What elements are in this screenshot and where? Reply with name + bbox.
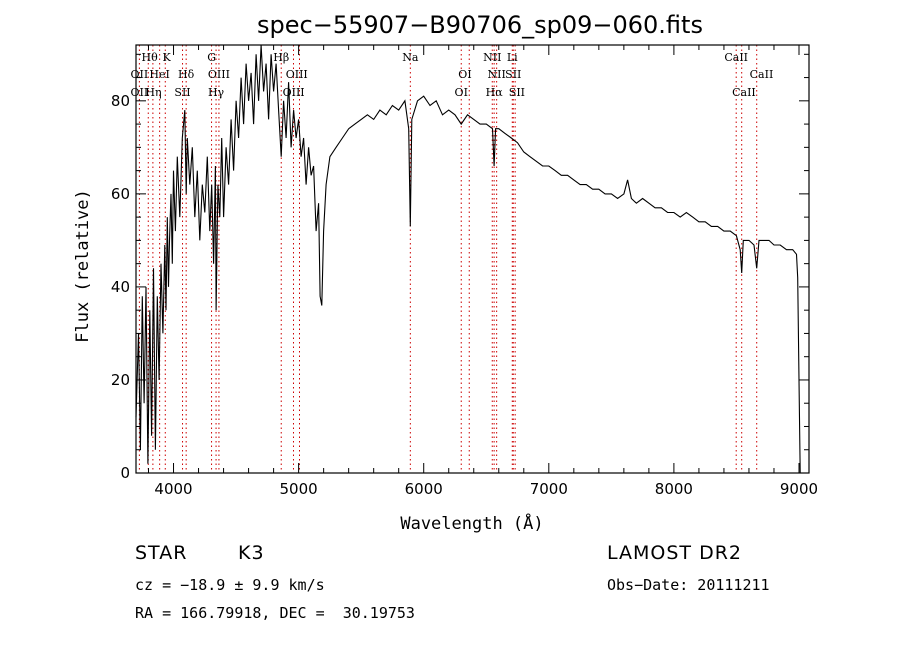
axis-ticks	[136, 45, 809, 474]
line-label: OIII	[283, 86, 305, 99]
line-label: Hη	[145, 86, 161, 99]
line-label: CaII	[732, 86, 756, 99]
line-label: Hβ	[273, 51, 289, 64]
line-label: K	[163, 51, 172, 64]
object-subclass: K3	[238, 542, 265, 564]
line-label: SII	[174, 86, 190, 99]
y-tick-label: 40	[111, 278, 130, 296]
line-label: OII	[131, 68, 149, 81]
x-tick-label: 8000	[655, 480, 693, 498]
object-class: STAR	[135, 542, 188, 564]
line-label: SII	[505, 68, 521, 81]
line-label: Hγ	[208, 86, 225, 99]
x-tick-label: 7000	[530, 480, 568, 498]
plot-frame	[135, 44, 810, 474]
line-label: NII	[487, 68, 505, 81]
line-label: G	[207, 51, 216, 64]
line-label: CaII	[750, 68, 774, 81]
line-label: OI	[455, 86, 468, 99]
y-tick-label: 80	[111, 92, 130, 110]
x-axis-label: Wavelength (Å)	[400, 512, 543, 534]
x-tick-label: 4000	[154, 480, 192, 498]
line-label: Hθ	[142, 51, 159, 64]
line-label: CaII	[724, 51, 748, 64]
line-label: SII	[509, 86, 525, 99]
x-tick-label: 9000	[780, 480, 818, 498]
redshift-text: cz = −18.9 ± 9.9 km/s	[135, 576, 325, 594]
line-label: Li	[507, 51, 518, 64]
y-axis-label: Flux (relative)	[73, 189, 93, 343]
y-tick-label: 20	[111, 371, 130, 389]
x-tick-label: 6000	[405, 480, 443, 498]
line-label: Hδ	[178, 68, 195, 81]
obs-date: Obs−Date: 20111211	[607, 576, 770, 594]
line-label: Na	[402, 51, 419, 64]
survey-name: LAMOST DR2	[607, 542, 742, 564]
line-label: OI	[458, 68, 471, 81]
line-label: OII	[131, 86, 149, 99]
y-tick-label: 0	[120, 464, 130, 482]
axis-tick-labels: 4000 5000 6000 7000 8000 9000 0 20 40 60 80	[111, 92, 818, 498]
x-tick-label: 5000	[280, 480, 318, 498]
chart-title: spec−55907−B90706_sp09−060.fits	[257, 11, 703, 39]
line-label: OIII	[286, 68, 308, 81]
y-tick-label: 60	[111, 185, 130, 203]
spectrum-series-line	[135, 44, 801, 474]
line-label: Hα	[486, 86, 504, 99]
line-label: HeI	[149, 68, 169, 81]
spectral-line-markers	[138, 45, 758, 473]
coordinates: RA = 166.79918, DEC = 30.19753	[135, 604, 415, 622]
line-label: OIII	[208, 68, 230, 81]
line-label: NII	[483, 51, 501, 64]
